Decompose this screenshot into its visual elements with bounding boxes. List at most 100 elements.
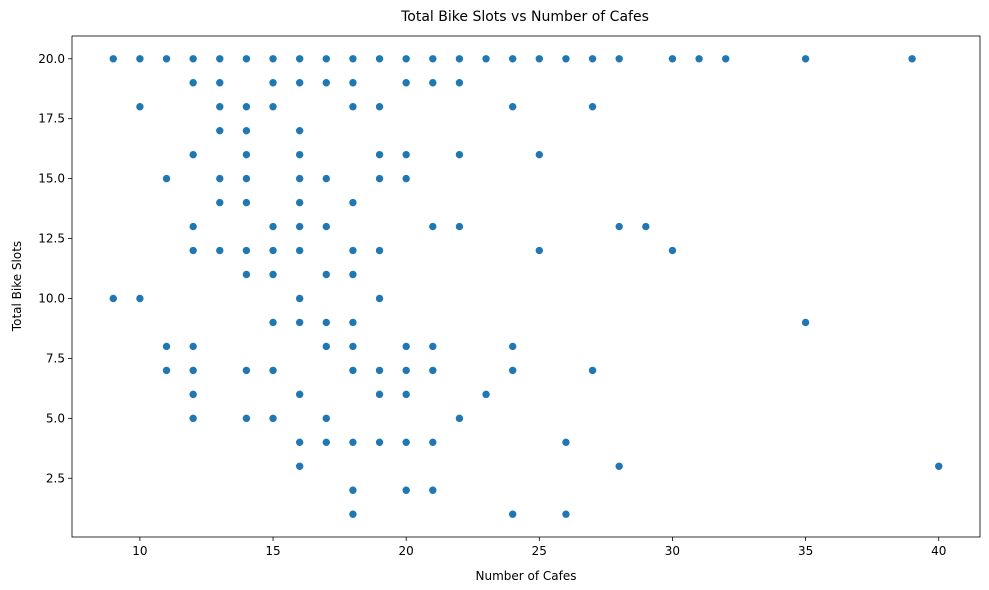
data-point xyxy=(535,246,544,255)
data-point xyxy=(801,318,810,327)
data-point xyxy=(614,222,624,231)
x-tick-label: 20 xyxy=(399,544,414,558)
data-point xyxy=(162,54,171,64)
x-axis-label: Number of Cafes xyxy=(476,569,577,583)
data-point xyxy=(321,342,331,351)
data-point xyxy=(268,222,278,231)
data-point xyxy=(215,246,225,255)
data-point xyxy=(348,198,358,207)
data-point xyxy=(268,54,278,64)
data-point xyxy=(188,150,198,159)
data-point xyxy=(215,174,225,183)
data-point xyxy=(348,318,358,327)
data-point xyxy=(428,222,438,231)
data-point xyxy=(348,438,358,447)
data-point xyxy=(321,438,331,447)
data-point xyxy=(721,54,731,64)
data-point xyxy=(588,102,597,112)
data-point xyxy=(242,150,251,159)
data-point xyxy=(508,509,517,519)
data-point xyxy=(188,54,198,64)
data-point xyxy=(401,342,411,351)
data-point xyxy=(295,222,304,231)
data-point xyxy=(535,54,544,64)
data-point xyxy=(188,246,198,255)
data-point xyxy=(268,414,278,423)
data-point xyxy=(321,174,331,183)
data-point xyxy=(401,438,411,447)
data-point xyxy=(401,54,411,64)
data-point xyxy=(188,414,198,423)
data-point xyxy=(162,342,171,351)
data-point xyxy=(668,246,677,255)
x-tick-label: 10 xyxy=(132,544,147,558)
data-point xyxy=(428,54,438,64)
data-point xyxy=(321,54,331,64)
data-point xyxy=(242,198,251,207)
data-point xyxy=(295,294,304,303)
data-point xyxy=(401,485,411,495)
x-tick-label: 30 xyxy=(665,544,680,558)
data-point xyxy=(268,366,278,375)
x-tick-label: 15 xyxy=(265,544,280,558)
data-point xyxy=(508,54,517,64)
data-point xyxy=(668,54,677,64)
data-point xyxy=(348,246,358,255)
data-point xyxy=(215,126,225,135)
data-point xyxy=(535,150,544,159)
y-tick-label: 10.0 xyxy=(38,291,65,305)
data-point xyxy=(375,294,384,303)
y-tick-label: 5.0 xyxy=(46,411,65,425)
data-point xyxy=(588,54,597,64)
data-point xyxy=(428,78,438,88)
data-point xyxy=(242,414,251,423)
data-point xyxy=(215,102,225,112)
data-point xyxy=(508,342,517,351)
data-point xyxy=(455,222,464,231)
data-point xyxy=(242,366,251,375)
data-point xyxy=(268,270,278,279)
data-point xyxy=(375,438,384,447)
data-point xyxy=(268,78,278,88)
data-point xyxy=(401,174,411,183)
data-point xyxy=(295,150,304,159)
data-point xyxy=(242,246,251,255)
data-point xyxy=(295,246,304,255)
data-point xyxy=(375,102,384,112)
data-point xyxy=(375,390,384,399)
data-point xyxy=(188,366,198,375)
data-point xyxy=(242,270,251,279)
data-point xyxy=(375,246,384,255)
data-point xyxy=(375,174,384,183)
data-point xyxy=(561,54,571,64)
data-point xyxy=(108,294,118,303)
x-tick-label: 25 xyxy=(532,544,547,558)
data-point xyxy=(481,390,491,399)
scatter-points xyxy=(108,54,944,519)
data-point xyxy=(348,54,358,64)
data-point xyxy=(428,342,438,351)
y-axis-ticks: 2.5 5.0 7.5 10.0 12.5 15.0 17.5 20.0 xyxy=(38,52,72,485)
data-point xyxy=(321,414,331,423)
y-tick-label: 20.0 xyxy=(38,52,65,66)
data-point xyxy=(614,54,624,64)
data-point xyxy=(295,318,304,327)
data-point xyxy=(907,54,917,64)
data-point xyxy=(348,366,358,375)
data-point xyxy=(268,102,278,112)
data-point xyxy=(135,102,145,112)
data-point xyxy=(321,318,331,327)
data-point xyxy=(401,150,411,159)
data-point xyxy=(375,150,384,159)
data-point xyxy=(614,461,624,471)
data-point xyxy=(561,438,571,447)
data-point xyxy=(162,174,171,183)
y-tick-label: 15.0 xyxy=(38,172,65,186)
data-point xyxy=(375,54,384,64)
data-point xyxy=(561,509,571,519)
data-point xyxy=(428,485,438,495)
data-point xyxy=(455,150,464,159)
y-tick-label: 12.5 xyxy=(38,232,65,246)
y-tick-label: 17.5 xyxy=(38,112,65,126)
data-point xyxy=(428,366,438,375)
